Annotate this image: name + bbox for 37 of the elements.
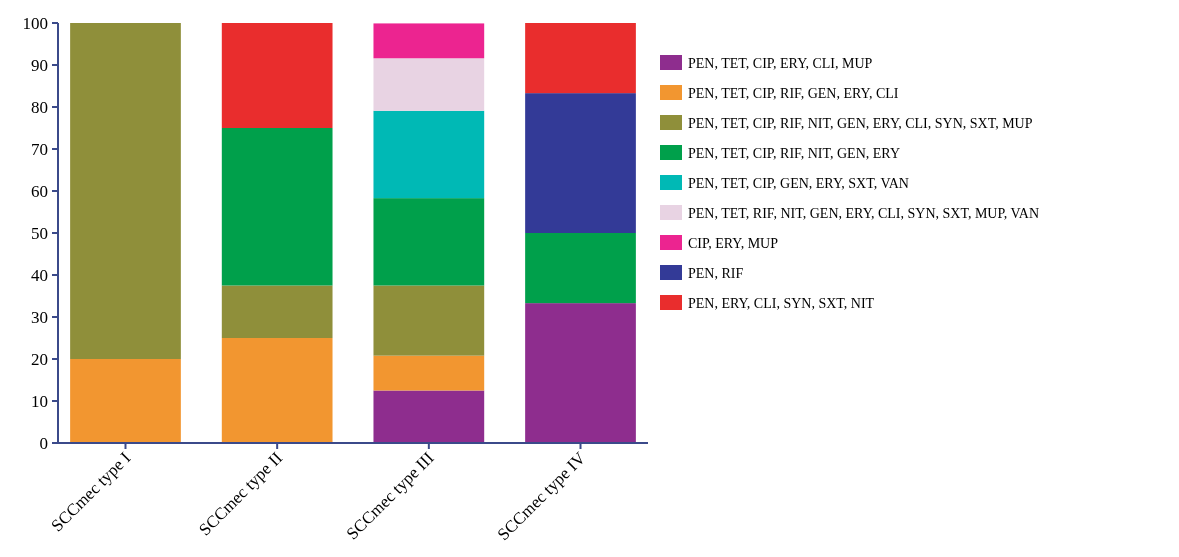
bar: [221, 285, 333, 338]
bar: [70, 359, 181, 443]
legend-label: PEN, TET, CIP, RIF, GEN, ERY, CLI: [688, 85, 899, 101]
bar: [70, 23, 181, 359]
bar: [221, 23, 333, 128]
legend-label: PEN, RIF: [688, 265, 744, 281]
legend-label: CIP, ERY, MUP: [688, 235, 779, 251]
y-tick-label: 80: [31, 97, 48, 117]
legend-label: PEN, ERY, CLI, SYN, SXT, NIT: [688, 295, 875, 311]
bar: [373, 110, 485, 199]
bar: [373, 23, 485, 59]
y-tick-label: 90: [31, 55, 48, 75]
y-tick-label: 50: [31, 223, 48, 243]
y-tick-label: 30: [31, 307, 48, 327]
bar: [221, 338, 333, 443]
y-tick-label: 60: [31, 181, 48, 201]
bar: [525, 303, 636, 443]
y-tick-label: 20: [31, 349, 48, 369]
y-tick-label: 0: [39, 433, 48, 453]
y-tick-label: 10: [31, 391, 48, 411]
legend-label: PEN, TET, CIP, RIF, NIT, GEN, ERY: [688, 145, 900, 161]
bar: [373, 58, 485, 111]
y-tick-label: 100: [22, 13, 48, 33]
legend-label: PEN, TET, RIF, NIT, GEN, ERY, CLI, SYN, SXT, MUP, VAN: [688, 205, 1039, 221]
bar: [525, 233, 636, 304]
bar: [373, 285, 485, 356]
bar: [525, 93, 636, 233]
bar: [221, 128, 333, 286]
legend-label: PEN, TET, CIP, RIF, NIT, GEN, ERY, CLI, SYN, SXT, MUP: [688, 115, 1033, 131]
legend-label: PEN, TET, CIP, ERY, CLI, MUP: [688, 55, 873, 71]
bar: [373, 355, 485, 391]
bar: [373, 390, 485, 443]
bar: [525, 23, 636, 94]
y-tick-label: 70: [31, 139, 48, 159]
legend-label: PEN, TET, CIP, GEN, ERY, SXT, VAN: [688, 175, 909, 191]
y-tick-label: 40: [31, 265, 48, 285]
bar: [373, 198, 485, 286]
